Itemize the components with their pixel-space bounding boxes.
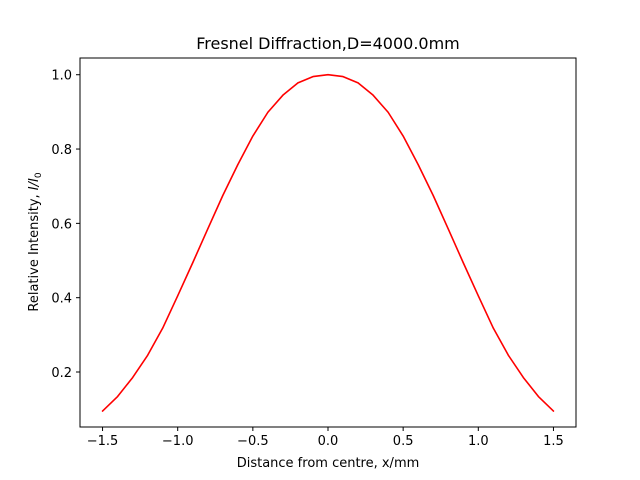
intensity-data-point [327,74,329,76]
intensity-data-point [432,194,434,197]
x-tick-label: −1.0 [162,434,194,449]
intensity-data-point [116,395,119,398]
y-tick-label: 0.2 [51,366,72,381]
intensity-data-point [101,410,104,412]
intensity-data-point [522,376,524,379]
y-tick-label: 0.4 [51,292,72,307]
y-axis-label-prefix: Relative Intensity, [27,190,42,311]
intensity-data-point [537,395,540,398]
intensity-data-point [297,82,299,84]
intensity-data-point [192,262,194,264]
intensity-data-point [132,376,134,379]
intensity-data-point [207,228,209,230]
y-axis-ticks: 0.2 0.4 0.6 0.8 1.0 [51,69,80,381]
intensity-data-point [312,75,314,78]
intensity-data-point [387,111,389,113]
intensity-data-point [267,111,269,113]
intensity-data-point [147,354,149,356]
x-tick-label: −0.5 [237,434,269,449]
intensity-data-point [222,194,224,197]
x-tick-label: 0.0 [318,434,339,449]
series-layer [101,73,555,412]
intensity-data-point [462,262,464,264]
intensity-data-point [357,82,359,84]
intensity-data-point [447,228,449,230]
y-axis-label-symbol: I/I [27,178,42,190]
x-tick-label: 1.5 [543,434,564,449]
intensity-data-point [507,354,509,356]
intensity-data-point [252,135,254,137]
x-tick-label: 0.5 [393,434,414,449]
y-axis-label-subscript: 0 [34,172,44,178]
intensity-data-point [237,164,239,166]
y-axis-label: Relative Intensity, I/I0 [27,172,44,311]
y-tick-label: 0.8 [51,143,72,158]
intensity-data-point [477,295,479,297]
x-axis-ticks: −1.5 −1.0 −0.5 0.0 0.5 1.0 1.5 [87,427,564,449]
chart-title: Fresnel Diffraction,D=4000.0mm [196,34,460,53]
intensity-data-point [372,94,374,96]
intensity-data-point [177,295,179,297]
y-tick-label: 0.6 [51,217,72,232]
intensity-data-point [282,94,284,96]
x-tick-label: 1.0 [468,434,489,449]
x-axis-label: Distance from centre, x/mm [237,456,420,471]
intensity-data-point [162,327,164,329]
intensity-data-point [402,135,404,137]
intensity-data-point [417,164,419,166]
intensity-data-point [492,327,494,329]
y-tick-label: 1.0 [51,69,72,84]
intensity-data-point [552,410,555,412]
intensity-data-point [342,75,344,78]
x-tick-label: −1.5 [87,434,119,449]
